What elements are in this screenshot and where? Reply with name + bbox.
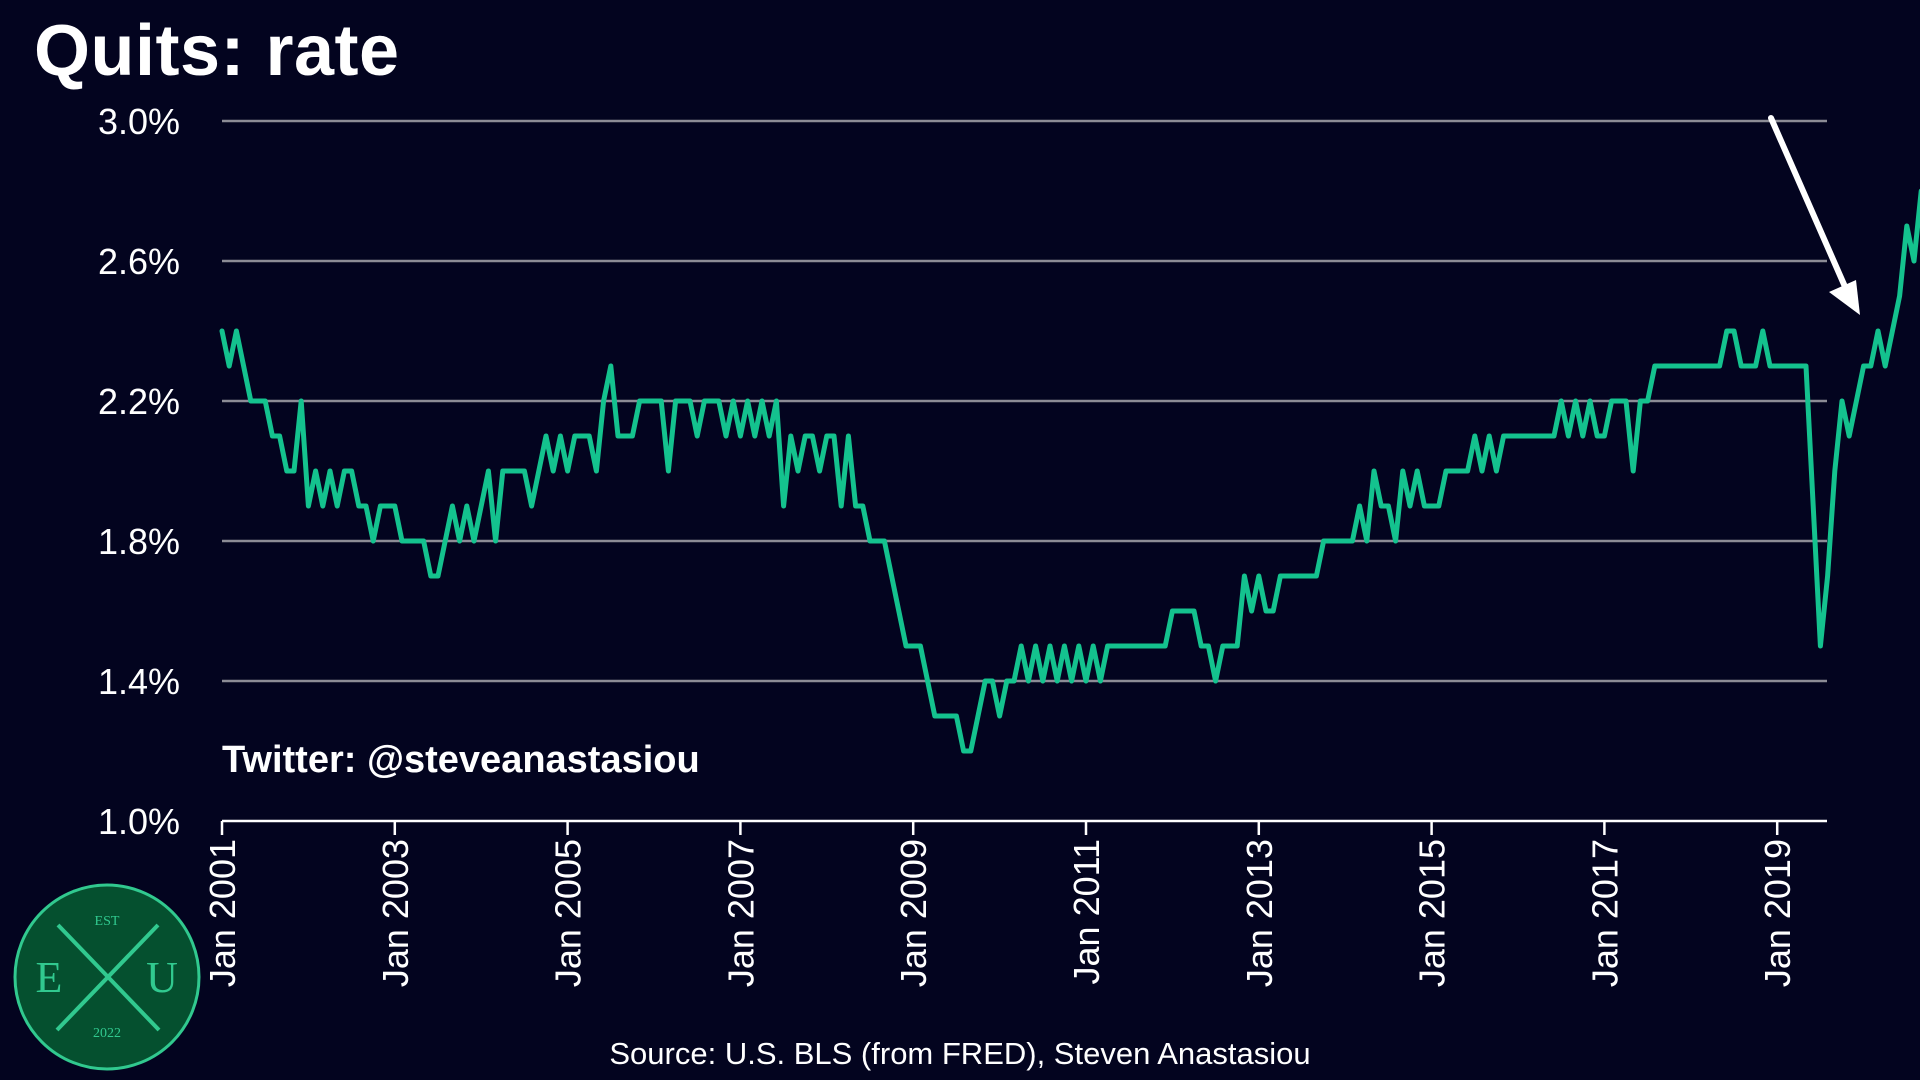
x-tick-label: Jan 2007 [720, 839, 761, 987]
x-tick-label: Jan 2003 [375, 839, 416, 987]
x-tick-labels: Jan 2001 Jan 2003 Jan 2005 Jan 2007 Jan 2009… [202, 839, 1798, 987]
series-layer [219, 188, 1920, 754]
logo-right-letter: U [146, 953, 178, 1002]
x-tick-label: Jan 2013 [1239, 839, 1280, 987]
watermark-text: Twitter: @steveanastasiou [222, 739, 700, 781]
y-tick-label: 2.6% [98, 241, 180, 282]
x-tick-label: Jan 2015 [1412, 839, 1453, 987]
x-tick-label: Jan 2005 [548, 839, 589, 987]
y-tick-label: 1.4% [98, 661, 180, 702]
trend-arrow-shaft [1768, 115, 1849, 292]
source-note: Source: U.S. BLS (from FRED), Steven Ana… [609, 1036, 1311, 1071]
x-tick-label: Jan 2009 [893, 839, 934, 987]
trend-arrow [1768, 115, 1860, 315]
y-tick-label: 1.8% [98, 521, 180, 562]
y-tick-label: 2.2% [98, 381, 180, 422]
chart-title: Quits: rate [34, 11, 400, 91]
y-tick-label: 3.0% [98, 101, 180, 142]
y-tick-labels: 1.0% 1.4% 1.8% 2.2% 2.6% 3.0% [98, 101, 180, 842]
x-tick-label: Jan 2017 [1584, 839, 1625, 987]
axes [220, 819, 1827, 835]
logo-cross-b [56, 923, 161, 1032]
logo-left-letter: E [36, 953, 63, 1002]
x-tick-label: Jan 2001 [202, 839, 243, 987]
series-line-quits-rate [219, 188, 1920, 754]
x-tick-label: Jan 2019 [1757, 839, 1798, 987]
x-tick-label: Jan 2011 [1066, 839, 1107, 984]
y-tick-label: 1.0% [98, 801, 180, 842]
logo-est-text: EST [95, 914, 120, 929]
trend-arrow-head [1829, 280, 1860, 315]
logo-year-text: 2022 [93, 1026, 121, 1041]
